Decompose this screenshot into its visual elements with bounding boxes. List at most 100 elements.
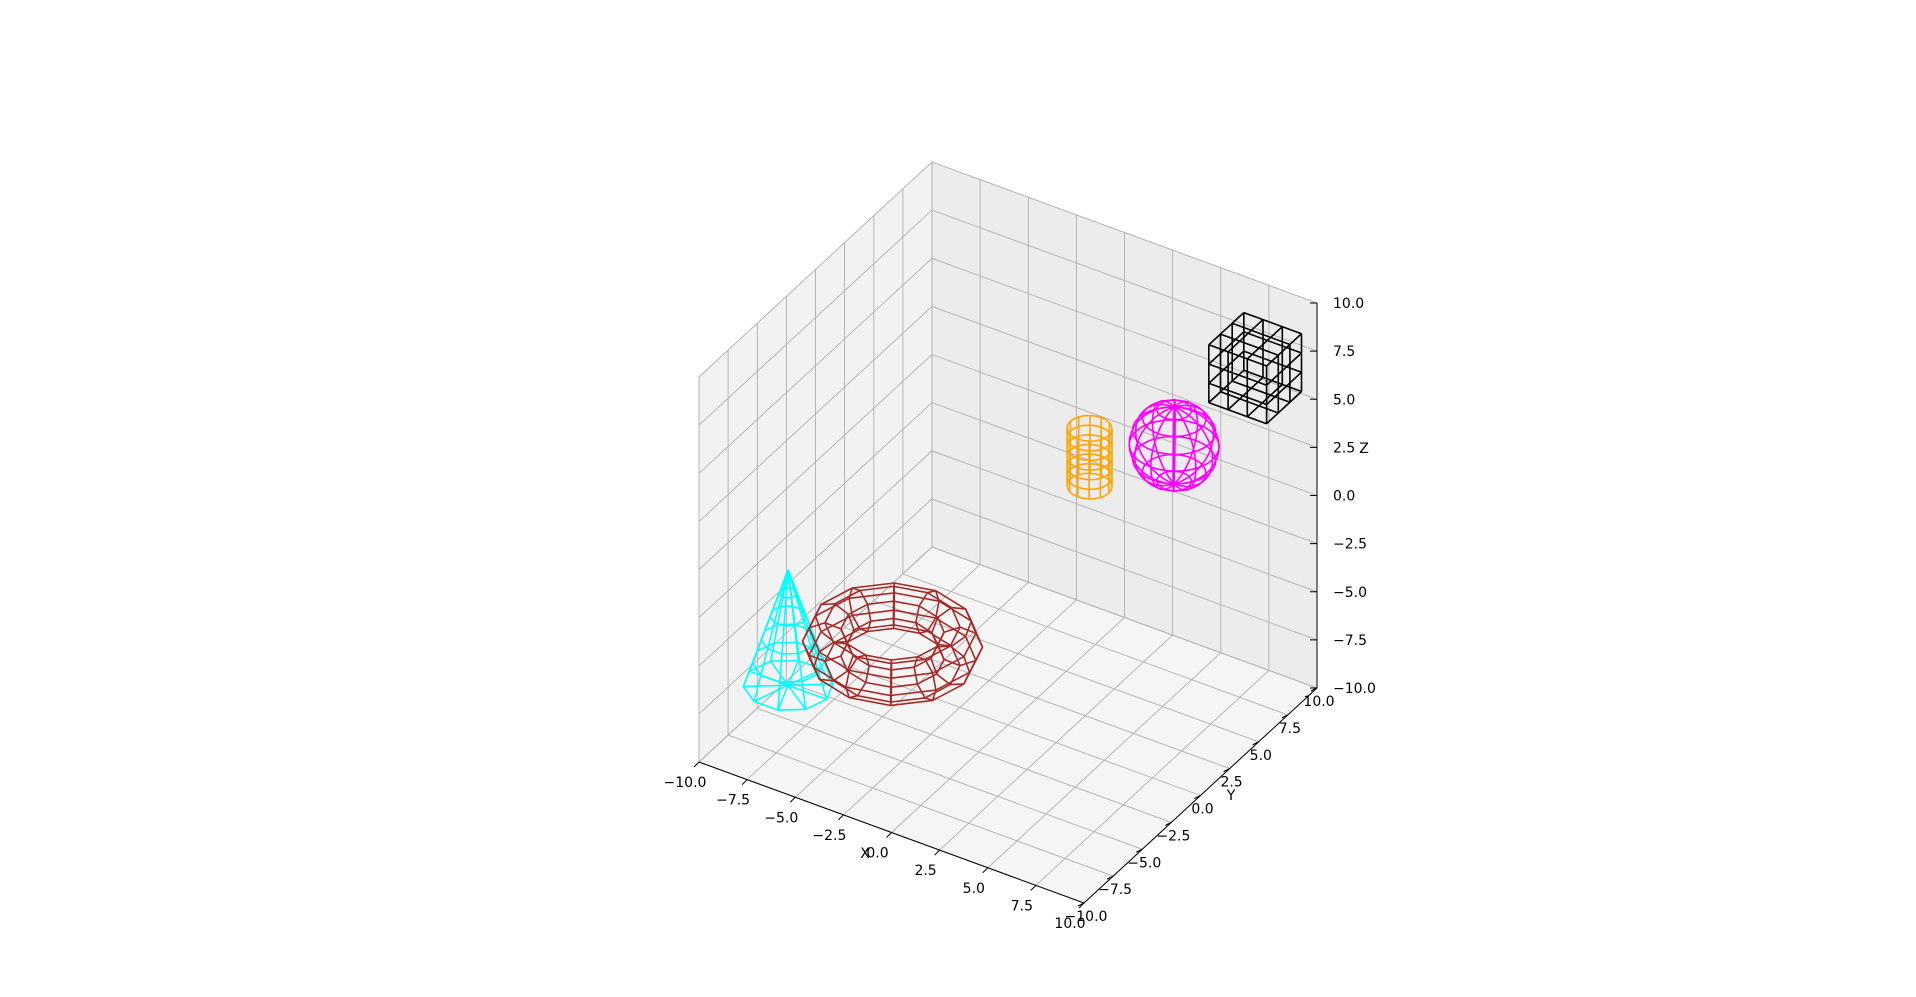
y-tick-label: −10.0: [1065, 909, 1108, 925]
cone-line: [753, 569, 789, 702]
cube-line: [1208, 312, 1245, 346]
z-tick-label: 10.0: [1333, 296, 1364, 312]
y-gridline: [902, 188, 1289, 716]
cube-line: [1227, 319, 1264, 353]
torus-tube: [913, 656, 937, 702]
torus-tube: [848, 587, 872, 633]
z-tick-label: −2.5: [1333, 537, 1367, 553]
x-tick-label: 5.0: [963, 881, 985, 897]
z-axis-label: Z: [1359, 441, 1369, 457]
y-tick-label: −2.5: [1156, 828, 1190, 844]
cube-line: [1220, 391, 1279, 414]
cube-line: [1227, 376, 1264, 411]
cone-line: [769, 569, 789, 662]
torus-tube: [801, 621, 849, 663]
cone-base-line: [770, 660, 807, 710]
x-tick: [741, 779, 748, 785]
cube-line: [1208, 350, 1245, 384]
cone-line: [787, 569, 807, 710]
y-tick: [1136, 848, 1143, 853]
y-gridline: [727, 350, 1114, 877]
y-tick: [1310, 687, 1318, 692]
cone-line: [787, 569, 823, 670]
torus-tube: [930, 645, 971, 686]
torus-tube: [931, 606, 973, 647]
cube-line: [1243, 369, 1302, 393]
y-gridline: [844, 242, 1230, 770]
wireframe-objects: [742, 311, 1303, 711]
x-tick: [838, 814, 844, 821]
torus-tube: [845, 654, 871, 699]
sphere-meridian: [1151, 399, 1175, 485]
x-axis-label: X: [860, 846, 870, 862]
x-tick-label: −5.0: [764, 810, 798, 826]
torus-tube: [914, 589, 940, 635]
z-tick-label: 0.0: [1333, 489, 1355, 505]
torus-tube: [892, 582, 896, 630]
z-tick-label: 7.5: [1333, 344, 1355, 360]
x-tick-label: −7.5: [716, 793, 750, 809]
y-tick: [1194, 795, 1201, 799]
y-tick-label: 5.0: [1250, 748, 1272, 764]
sphere-meridian: [1172, 406, 1175, 493]
sphere-meridian: [1150, 406, 1175, 491]
cube-line: [1266, 352, 1303, 386]
cube-wireframe: [1208, 311, 1303, 425]
cube-line: [1208, 331, 1245, 365]
y-tick: [1165, 821, 1172, 826]
y-gridline: [931, 162, 1318, 689]
x-tick: [789, 796, 796, 803]
y-tick-label: −5.0: [1127, 855, 1161, 871]
sphere-meridian: [1134, 403, 1175, 485]
cube-line: [1266, 333, 1303, 367]
cube-line: [1208, 401, 1267, 425]
x-tick-label: 7.5: [1011, 898, 1033, 914]
x-tick-label: −2.5: [812, 828, 846, 844]
x-tick: [982, 867, 989, 874]
z-gridline: [698, 161, 1318, 378]
cylinder-wireframe: [1066, 414, 1113, 500]
y-gridline: [756, 323, 1143, 850]
torus-tube: [814, 602, 855, 644]
x-tick: [1030, 885, 1037, 891]
y-tick: [1106, 875, 1114, 880]
cube-line: [1243, 350, 1302, 373]
cube-line: [1231, 380, 1291, 403]
y-tick-label: 10.0: [1303, 694, 1334, 710]
torus-wireframe: [801, 582, 984, 707]
y-gridline: [873, 215, 1259, 743]
sphere-meridian: [1173, 406, 1197, 492]
torus-tube: [936, 626, 984, 667]
axis-lines: [693, 302, 1318, 909]
cube-line: [1246, 383, 1283, 418]
y-tick: [1223, 768, 1230, 773]
cube-line: [1246, 326, 1283, 360]
y-gridline: [815, 269, 1201, 796]
x-tick-label: 10.0: [1054, 916, 1085, 932]
torus-tube: [812, 641, 854, 682]
cube-line: [1243, 311, 1302, 335]
cube-line: [1208, 369, 1245, 404]
x-tick-label: −10.0: [664, 775, 707, 791]
cube-line: [1208, 363, 1267, 386]
cube-line: [1243, 331, 1302, 354]
y-tick-label: 2.5: [1220, 775, 1242, 791]
z-tick-label: −5.0: [1333, 585, 1367, 601]
y-tick-label: 7.5: [1279, 721, 1301, 737]
cube-line: [1208, 344, 1267, 367]
y-tick: [1252, 741, 1259, 746]
x-tick-label: 2.5: [914, 863, 936, 879]
z-tick-label: 2.5: [1333, 440, 1355, 456]
cone-line: [742, 569, 789, 687]
tick-labels: −10.0−10.0−10.0−7.5−7.5−7.5−5.0−5.0−5.0−…: [664, 296, 1376, 932]
cone-line: [787, 569, 828, 700]
x-tick: [886, 832, 892, 838]
x-tick: [1078, 902, 1085, 909]
z-tick-label: −10.0: [1333, 681, 1376, 697]
x-tick-label: 0.0: [866, 846, 888, 862]
sphere-wireframe: [1128, 398, 1220, 493]
cube-line: [1231, 322, 1291, 346]
y-tick-label: −7.5: [1098, 882, 1132, 898]
cube-line: [1208, 382, 1267, 406]
